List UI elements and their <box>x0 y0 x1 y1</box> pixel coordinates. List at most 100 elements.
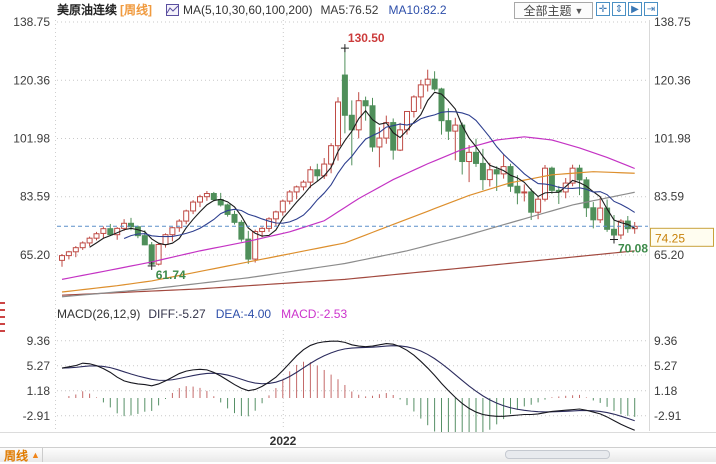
candle-body <box>259 227 266 233</box>
candle-body <box>300 181 307 188</box>
candle-body <box>611 228 617 236</box>
candle-body <box>328 145 335 165</box>
candle-body <box>445 120 452 132</box>
candle-body <box>376 137 383 148</box>
dea-line <box>61 345 635 422</box>
candle-body <box>107 228 114 236</box>
candle-body <box>272 211 279 220</box>
last-price-box-value: 74.25 <box>655 231 685 245</box>
candle-body <box>245 238 252 260</box>
candle-body <box>486 169 493 181</box>
candle-body <box>203 193 210 198</box>
candle-body <box>197 196 203 203</box>
ma-line-ma60 <box>61 171 635 293</box>
candle-body <box>224 204 231 215</box>
fit-vertical-icon[interactable]: ⇕ <box>612 2 626 16</box>
candle-body <box>279 200 286 213</box>
candle-body <box>293 186 300 193</box>
price-axis-label-left: 65.20 <box>20 248 50 262</box>
time-axis: 2022 <box>0 432 716 448</box>
play-forward-icon[interactable]: ▶ <box>628 2 642 16</box>
status-bar: 周线 ▲ <box>0 447 716 463</box>
candle-body <box>252 231 259 260</box>
candle-body <box>65 251 72 257</box>
candle-body <box>397 129 404 151</box>
ma10-value-label: MA10:82.2 <box>388 2 447 17</box>
candle-body <box>576 167 583 181</box>
macd-axis-label-left: 5.27 <box>27 359 51 373</box>
macd-header: MACD(26,12,9) DIFF:-5.27 DEA:-4.00 MACD:… <box>57 306 347 322</box>
candle-body <box>176 220 183 229</box>
price-axis-label-right: 101.98 <box>654 131 691 145</box>
candle-body <box>431 78 438 90</box>
candle-body <box>335 101 341 147</box>
candle-body <box>341 74 348 116</box>
candle-body <box>210 193 217 201</box>
candle-body <box>100 228 107 234</box>
candle-body <box>190 201 197 212</box>
period-label: 周线 <box>4 448 29 463</box>
indicator-icon <box>166 3 180 16</box>
candle-body <box>493 169 500 175</box>
theme-selector-label: 全部主题 <box>523 4 572 18</box>
candle-body <box>348 114 355 131</box>
candle-body <box>583 179 590 209</box>
candle-body <box>438 88 445 122</box>
ma-line-ma200 <box>61 250 635 296</box>
candle-body <box>424 78 431 86</box>
candle-body <box>59 255 65 261</box>
candle-body <box>362 100 369 107</box>
candle-body <box>266 218 272 229</box>
price-axis-label-left: 83.59 <box>20 190 50 204</box>
theme-selector-dropdown[interactable]: 全部主题 ▼ <box>514 2 593 19</box>
macd-axis-label-right: -2.91 <box>654 409 682 423</box>
candle-body <box>590 207 597 221</box>
candle-body <box>93 233 100 239</box>
candle-body <box>390 122 397 151</box>
candle-body <box>314 169 321 177</box>
candle-body <box>479 162 486 181</box>
price-axis-label-right: 83.59 <box>654 190 684 204</box>
ma-settings-label: MA(5,10,30,60,100,200) <box>183 2 313 17</box>
pan-tool-icon[interactable]: ✛ <box>596 2 610 16</box>
ma5-value-label: MA5:76.52 <box>320 2 379 17</box>
chart-toolbar: ✛ ⇕ ▶ ⇥ <box>596 2 658 16</box>
candle-body <box>410 96 417 112</box>
period-selector[interactable]: 周线 ▲ <box>0 448 43 463</box>
macd-dea-value: DEA:-4.00 <box>215 307 272 321</box>
symbol-name: 美原油连续 <box>57 3 118 17</box>
candle-body <box>307 169 314 183</box>
price-annotation: 130.50 <box>348 31 385 45</box>
ma-line-ma5 <box>89 91 635 248</box>
price-axis-label-right: 120.36 <box>654 73 691 87</box>
candle-body <box>231 213 238 223</box>
panel-splitter-handle[interactable] <box>0 302 5 336</box>
candle-body <box>183 210 190 222</box>
candle-body <box>521 191 528 194</box>
candle-body <box>459 124 466 163</box>
candle-body <box>617 220 624 236</box>
macd-diff-value: DIFF:-5.27 <box>148 307 206 321</box>
price-annotation: 70.08 <box>618 242 648 256</box>
price-axis-label-right: 138.75 <box>654 15 691 29</box>
year-tick-label: 2022 <box>269 434 297 448</box>
candle-body <box>286 191 293 202</box>
price-axis-label-left: 120.36 <box>13 73 50 87</box>
ma-line-ma100 <box>61 191 635 298</box>
candle-body <box>569 167 576 184</box>
candle-body <box>473 151 479 164</box>
ma-line-ma10 <box>123 111 635 240</box>
triangle-up-icon: ▲ <box>31 450 40 460</box>
candle-body <box>169 227 176 236</box>
macd-axis-label-right: 1.18 <box>654 384 678 398</box>
last-price-box <box>650 227 714 247</box>
candle-body <box>72 247 79 253</box>
horizontal-scrollbar-thumb[interactable] <box>505 450 610 459</box>
chevron-down-icon: ▼ <box>574 5 584 16</box>
candle-body <box>514 185 521 194</box>
candle-body <box>141 235 148 246</box>
candle-body <box>404 110 410 131</box>
jump-to-latest-icon[interactable]: ⇥ <box>644 2 658 16</box>
candle-body <box>155 244 162 265</box>
